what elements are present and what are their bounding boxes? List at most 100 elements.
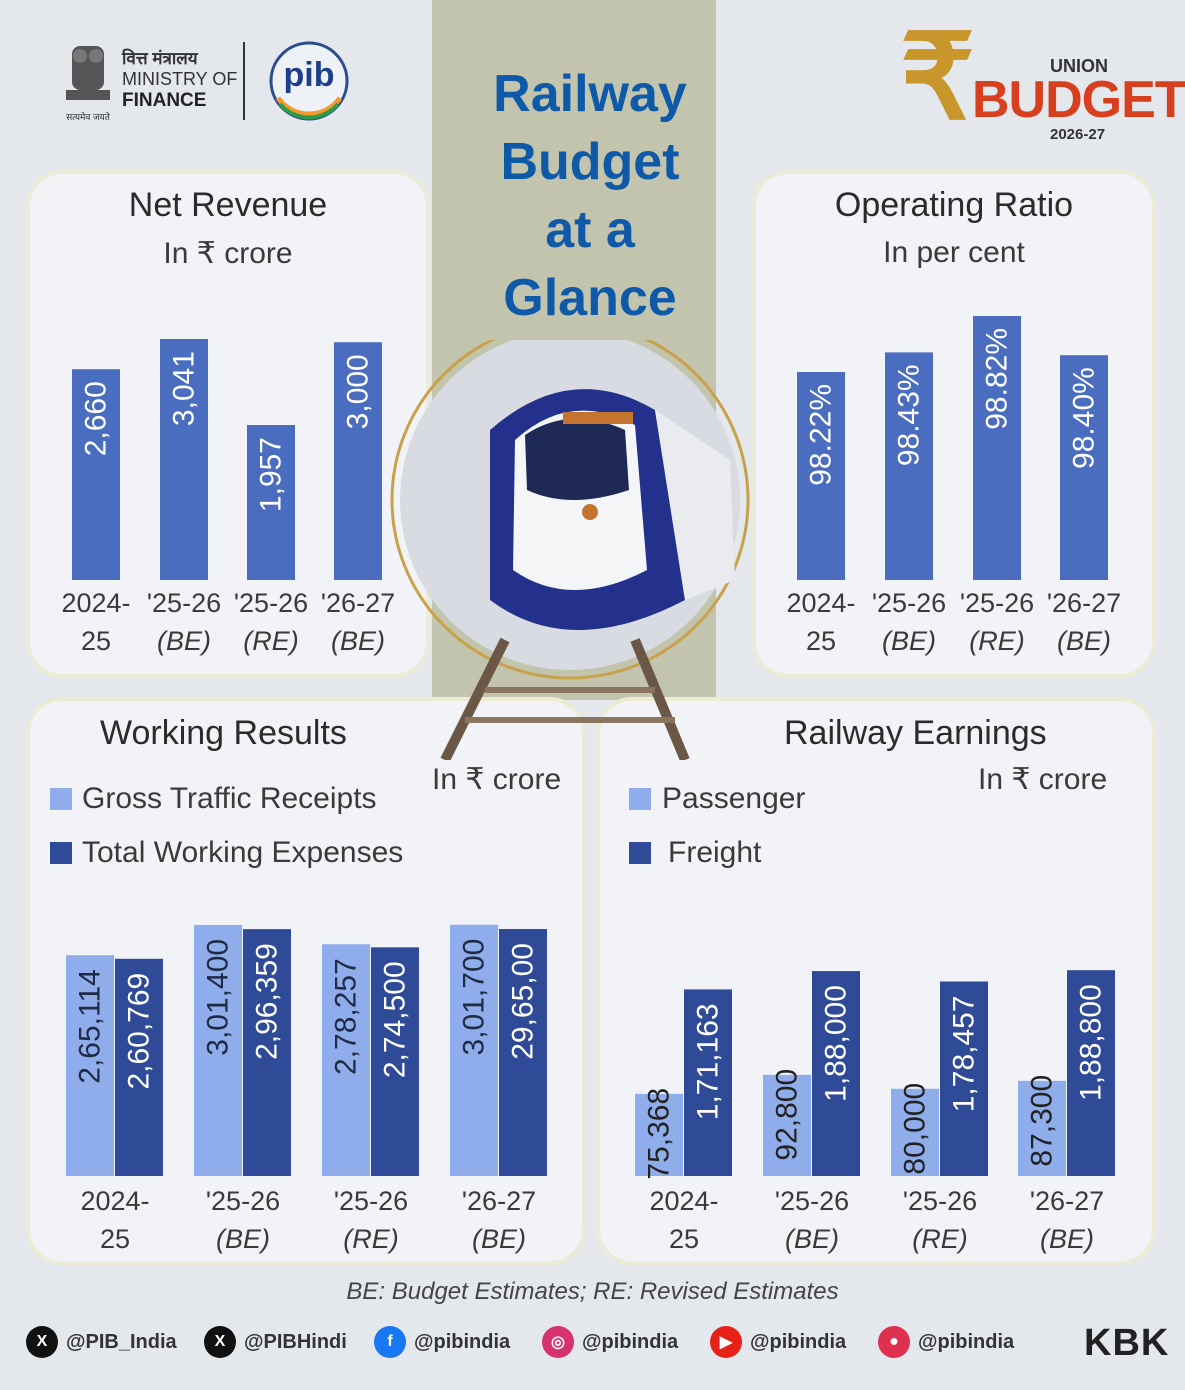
railway-earnings-bar-b: [684, 989, 732, 1176]
motto-text: सत्यमेव जयते: [66, 112, 110, 122]
legend-expenses-swatch: [50, 842, 72, 864]
social-link[interactable]: ● @pibindia: [878, 1320, 1014, 1364]
social-link[interactable]: ◎ @pibindia: [542, 1320, 678, 1364]
budget-union: UNION: [1050, 56, 1108, 76]
legend-freight-swatch: [629, 842, 651, 864]
working-results-category: '25-26 (BE): [205, 1186, 281, 1254]
net-revenue-subtitle: In ₹ crore: [163, 237, 293, 270]
title-line: at a: [545, 201, 635, 259]
x-icon: X: [204, 1326, 236, 1358]
net-revenue-bar: [72, 369, 120, 580]
operating-ratio-category: '25-26 (RE): [959, 588, 1035, 656]
ministry-name: वित्त मंत्रालय MINISTRY OF FINANCE: [122, 48, 237, 111]
railway-earnings-value-label: 75,368: [643, 1088, 676, 1180]
railway-earnings-category: '25-26 (BE): [774, 1186, 850, 1254]
net-revenue-category: 2024- 25: [61, 588, 131, 656]
net-revenue-category: '25-26 (BE): [146, 588, 222, 656]
youtube-icon: ▶: [710, 1326, 742, 1358]
instagram-icon: ◎: [542, 1326, 574, 1358]
footnote: BE: Budget Estimates; RE: Revised Estima…: [346, 1278, 839, 1305]
railway-earnings-bar-a: [635, 1093, 683, 1176]
social-link[interactable]: f @pibindia: [374, 1320, 510, 1364]
header-divider: [243, 42, 245, 120]
social-handle: @pibindia: [582, 1330, 679, 1353]
railway-earnings-bar-a: [763, 1074, 811, 1176]
net-revenue-category: '25-26 (RE): [233, 588, 309, 656]
legend-passenger-swatch: [629, 788, 651, 810]
working-results-bar-a: [66, 955, 114, 1176]
railway-earnings-value-label: 1,88,000: [820, 985, 853, 1102]
ministry-line2: FINANCE: [122, 90, 207, 111]
working-results-category: 2024- 25: [80, 1186, 150, 1254]
legend-gross-label: Gross Traffic Receipts: [82, 782, 377, 815]
net-revenue-bar: [334, 342, 382, 580]
pib-logo: pib: [266, 38, 352, 124]
railway-earnings-value-label: 92,800: [771, 1069, 804, 1161]
operating-ratio-bar: [885, 352, 933, 580]
social-handle: @PIBHindi: [244, 1330, 347, 1353]
net-revenue-value-label: 3,041: [168, 351, 201, 426]
net-revenue-bar: [247, 425, 295, 580]
working-results-bar-b: [499, 929, 547, 1176]
railway-earnings-category: '26-27 (BE): [1029, 1186, 1105, 1254]
page-title: Railway Budget at a Glance: [430, 60, 750, 332]
railway-earnings-value-label: 80,000: [899, 1083, 932, 1175]
operating-ratio-bar: [973, 316, 1021, 580]
social-handle: @pibindia: [750, 1330, 847, 1353]
facebook-icon: f: [374, 1326, 406, 1358]
operating-ratio-bar: [1060, 355, 1108, 580]
net-revenue-value-label: 3,000: [342, 354, 375, 429]
working-results-value-label: 2,78,257: [330, 958, 363, 1075]
operating-ratio-value-label: 98.43%: [893, 364, 926, 466]
ministry-hindi: वित्त मंत्रालय: [122, 49, 198, 68]
ministry-logo: सत्यमेव जयते: [58, 38, 118, 122]
working-results-bar-a: [450, 924, 498, 1176]
union-budget-logo: ₹ UNION BUDGET 2026-27: [900, 12, 1185, 144]
social-handle: @pibindia: [414, 1330, 511, 1353]
rupee-icon: ₹: [900, 12, 976, 144]
railway-earnings-bar-b: [940, 981, 988, 1176]
social-handle: @PIB_India: [66, 1330, 177, 1353]
working-results-value-label: 2,96,359: [251, 943, 284, 1060]
net-revenue-value-label: 2,660: [80, 381, 113, 456]
operating-ratio-category: '26-27 (BE): [1046, 588, 1122, 656]
x-icon: X: [26, 1326, 58, 1358]
railway-earnings-category: '25-26 (RE): [902, 1186, 978, 1254]
pib-text: pib: [283, 56, 335, 94]
working-results-value-label: 2,60,769: [123, 973, 156, 1090]
train-image: [385, 320, 755, 763]
signature: KBK: [1084, 1322, 1170, 1364]
legend-expenses-label: Total Working Expenses: [82, 836, 404, 869]
operating-ratio-subtitle: In per cent: [883, 236, 1025, 269]
legend-passenger-label: Passenger: [662, 782, 806, 815]
operating-ratio-category: 2024- 25: [786, 588, 856, 656]
railway-earnings-value-label: 1,88,800: [1075, 984, 1108, 1101]
railway-earnings-value-label: 1,78,457: [948, 995, 981, 1112]
social-link[interactable]: X @PIBHindi: [204, 1320, 347, 1364]
railway-earnings-category: 2024- 25: [649, 1186, 719, 1254]
operating-ratio-category: '25-26 (BE): [871, 588, 947, 656]
working-results-value-label: 2,65,114: [74, 969, 107, 1084]
railway-earnings-value-label: 87,300: [1026, 1075, 1059, 1167]
working-results-value-label: 2,74,500: [379, 961, 412, 1078]
legend-gross-swatch: [50, 788, 72, 810]
railway-earnings-bar-b: [1067, 970, 1115, 1176]
working-results-bar-b: [115, 958, 163, 1176]
operating-ratio-value-label: 98.40%: [1068, 367, 1101, 469]
working-results-bar-b: [371, 947, 419, 1176]
railway-earnings-value-label: 1,71,163: [692, 1003, 725, 1120]
title-line: Glance: [503, 269, 677, 327]
working-results-title: Working Results: [100, 714, 347, 752]
operating-ratio-value-label: 98.82%: [981, 328, 1014, 430]
social-link[interactable]: ▶ @pibindia: [710, 1320, 846, 1364]
operating-ratio-title: Operating Ratio: [834, 186, 1074, 224]
social-link[interactable]: X @PIB_India: [26, 1320, 177, 1364]
railway-earnings-bar-a: [891, 1088, 939, 1176]
legend-freight-label: Freight: [668, 836, 762, 869]
working-results-category: '26-27 (BE): [461, 1186, 537, 1254]
net-revenue-value-label: 1,957: [255, 437, 288, 512]
railway-earnings-bar-b: [812, 971, 860, 1176]
working-results-value-label: 29,65,00: [507, 943, 540, 1060]
railway-earnings-subtitle: In ₹ crore: [978, 763, 1108, 796]
